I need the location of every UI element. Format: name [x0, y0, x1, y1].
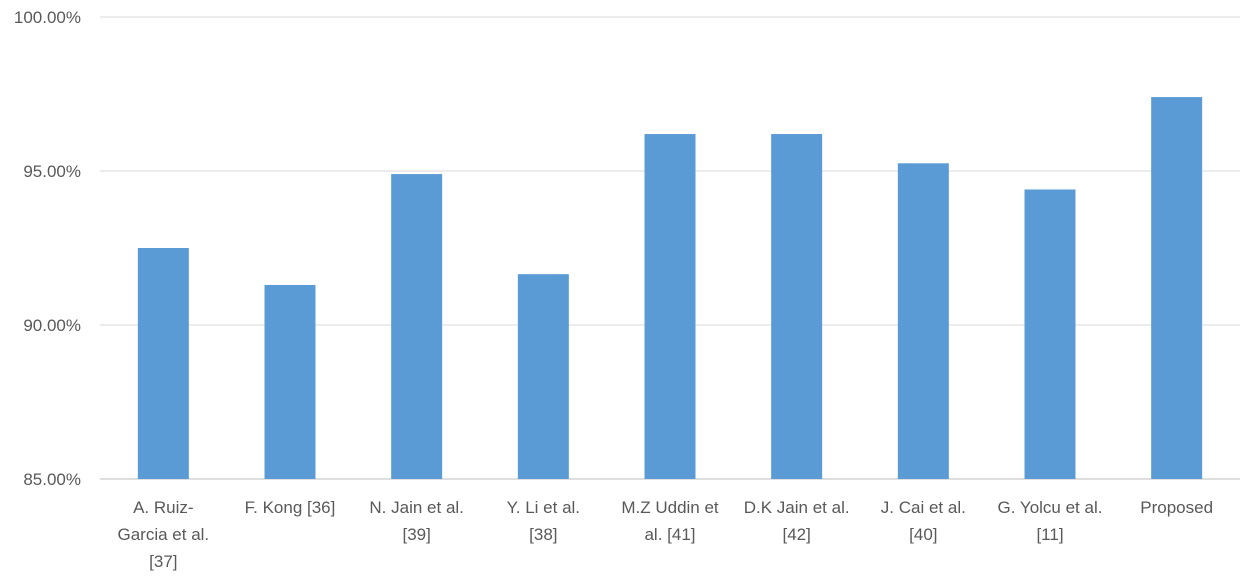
x-category-label-line: F. Kong [36]	[245, 498, 336, 517]
x-category-label-line: Proposed	[1140, 498, 1213, 517]
x-category-label: M.Z Uddin et al. [41]	[621, 498, 719, 544]
x-category-label: A. Ruiz- Garcia et al. [37]	[118, 498, 210, 571]
y-tick-label: 90.00%	[23, 316, 81, 335]
x-category-label: D.K Jain et al. [42]	[744, 498, 850, 544]
bar	[517, 274, 569, 479]
bar	[137, 248, 189, 479]
x-category-label: G. Yolcu et al. [11]	[998, 498, 1103, 544]
bar	[264, 284, 316, 479]
x-category-label-line: [37]	[149, 552, 177, 571]
bar	[771, 134, 823, 480]
x-category-label-line: M.Z Uddin et	[621, 498, 719, 517]
x-category-label-line: [42]	[782, 525, 810, 544]
x-category-label: Y. Li et al. [38]	[507, 498, 580, 544]
bar	[644, 134, 696, 480]
bar	[1024, 189, 1076, 480]
x-category-label: Proposed	[1140, 498, 1213, 517]
y-axis-ticks: 85.00% 90.00% 95.00% 100.00%	[14, 8, 81, 489]
x-category-label-line: D.K Jain et al.	[744, 498, 850, 517]
y-tick-label: 100.00%	[14, 8, 81, 27]
bar	[897, 163, 949, 480]
bars	[137, 97, 1203, 480]
x-category-label: F. Kong [36]	[245, 498, 336, 517]
x-axis-labels: A. Ruiz- Garcia et al. [37] F. Kong [36] N. …	[118, 498, 1214, 571]
x-category-label-line: Y. Li et al.	[507, 498, 580, 517]
x-category-label-line: [11]	[1036, 525, 1063, 544]
x-category-label-line: Garcia et al.	[118, 525, 210, 544]
x-category-label-line: G. Yolcu et al.	[998, 498, 1103, 517]
y-tick-label: 95.00%	[23, 162, 81, 181]
x-category-label-line: [39]	[402, 525, 430, 544]
y-tick-label: 85.00%	[23, 470, 81, 489]
x-category-label-line: [40]	[909, 525, 937, 544]
x-category-label-line: [38]	[529, 525, 557, 544]
x-category-label-line: J. Cai et al.	[881, 498, 966, 517]
x-category-label-line: A. Ruiz-	[133, 498, 193, 517]
bar	[1151, 97, 1203, 479]
bar	[391, 174, 443, 479]
x-category-label: N. Jain et al. [39]	[369, 498, 464, 544]
x-category-label-line: N. Jain et al.	[369, 498, 464, 517]
x-category-label-line: al. [41]	[644, 525, 695, 544]
x-category-label: J. Cai et al. [40]	[881, 498, 966, 544]
